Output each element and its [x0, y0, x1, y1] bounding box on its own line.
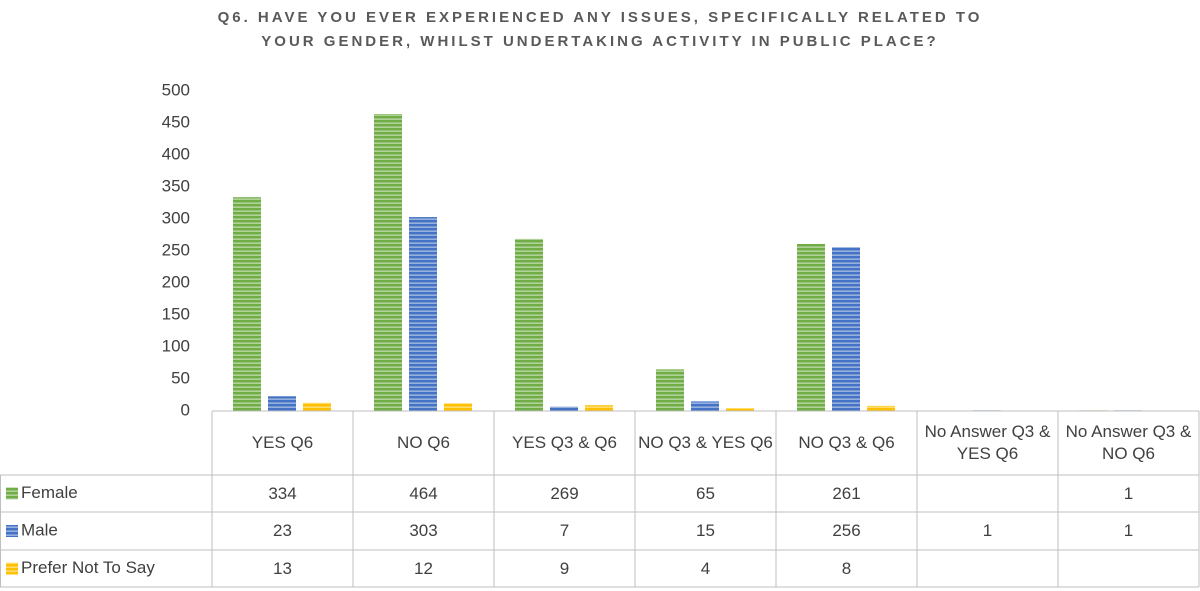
table-value-box: 1: [982, 521, 993, 540]
bar: [303, 402, 331, 411]
x-tick-label: YES Q3 & Q6: [512, 433, 617, 452]
y-tick-label: 50: [171, 368, 190, 387]
table-value: 1: [1123, 483, 1134, 503]
table-value: 269: [550, 483, 579, 503]
table-value: 15: [696, 521, 715, 540]
y-tick-label: 250: [162, 240, 190, 259]
table-value-box: 256: [832, 521, 861, 540]
bar: [867, 405, 895, 411]
table-value: 9: [559, 558, 570, 578]
table-value-box: 15: [696, 521, 715, 540]
table-value-box: 261: [832, 483, 861, 503]
y-tick-label: 300: [162, 208, 190, 227]
table-value-box: 13: [273, 558, 292, 578]
bar: [444, 403, 472, 411]
x-tick-label-box: NO Q6: [397, 433, 450, 452]
table-value: 256: [832, 521, 861, 540]
table-value-box: 23: [273, 521, 292, 540]
x-tick-label-box: NO Q3 & Q6: [798, 433, 895, 452]
bar: [550, 406, 578, 411]
x-tick-label: No Answer Q3 & NO Q6: [1065, 422, 1192, 463]
x-tick-label-box: No Answer Q3 & YES Q6: [924, 422, 1051, 463]
table-value: 334: [268, 483, 297, 503]
bar: [726, 408, 754, 411]
table-value: 303: [409, 521, 438, 540]
bar: [585, 405, 613, 411]
x-tick-label-box: YES Q6: [251, 433, 314, 452]
table-value-box: 464: [409, 483, 438, 503]
y-tick-label: 100: [162, 336, 190, 355]
x-tick-label: NO Q3 & Q6: [798, 433, 895, 452]
table-value: 13: [273, 558, 292, 578]
x-tick-label: NO Q3 & YES Q6: [638, 433, 773, 452]
bar: [656, 369, 684, 411]
y-tick-label: 450: [162, 112, 190, 131]
bar: [797, 243, 825, 411]
y-tick-label: 150: [162, 304, 190, 323]
legend-swatch: [6, 525, 18, 537]
x-tick-label-box: NO Q3 & YES Q6: [638, 433, 773, 452]
table-value: 8: [841, 558, 852, 578]
bar: [691, 401, 719, 411]
table-value-box: 1: [1123, 483, 1134, 503]
legend-swatch: [6, 487, 18, 500]
y-tick-label: 500: [162, 80, 190, 99]
x-tick-label-box: No Answer Q3 & NO Q6: [1065, 422, 1192, 463]
bar: [832, 247, 860, 411]
x-tick-label-box: YES Q3 & Q6: [512, 433, 617, 452]
bar: [233, 197, 261, 411]
bar: [268, 396, 296, 411]
table-value: 7: [559, 521, 570, 540]
table-value: 23: [273, 521, 292, 540]
y-tick-label: 0: [181, 400, 190, 419]
bar: [515, 238, 543, 411]
table-value-box: 269: [550, 483, 579, 503]
table-value: 12: [414, 558, 433, 578]
table-value-box: 7: [559, 521, 570, 540]
table-value: 1: [982, 521, 993, 540]
x-tick-label: NO Q6: [397, 433, 450, 452]
table-value-box: 1: [1123, 521, 1134, 540]
table-value-box: 303: [409, 521, 438, 540]
table-value: 65: [696, 483, 715, 503]
table-value-box: 9: [559, 558, 570, 578]
table-value-box: 334: [268, 483, 297, 503]
y-tick-label: 350: [162, 176, 190, 195]
legend-label: Female: [21, 483, 78, 502]
table-value-box: 65: [696, 483, 715, 503]
table-value-box: 12: [414, 558, 433, 578]
bar: [374, 114, 402, 411]
y-tick-label: 200: [162, 272, 190, 291]
table-value: 1: [1123, 521, 1134, 540]
x-tick-label: No Answer Q3 & YES Q6: [924, 422, 1051, 463]
x-tick-label: YES Q6: [251, 433, 314, 452]
bar: [409, 217, 437, 411]
table-value-box: 8: [841, 558, 852, 578]
title-box: Q6. HAVE YOU EVER EXPERIENCED ANY ISSUES…: [0, 6, 1200, 54]
table-value: 4: [700, 558, 711, 578]
table-value: 261: [832, 483, 861, 503]
table-value: 464: [409, 483, 438, 503]
table-value-box: 4: [700, 558, 711, 578]
legend-swatch: [6, 562, 18, 575]
legend-label: Male: [21, 520, 58, 539]
legend-label: Prefer Not To Say: [21, 558, 155, 577]
y-tick-label: 400: [162, 144, 190, 163]
chart-title: Q6. HAVE YOU EVER EXPERIENCED ANY ISSUES…: [217, 9, 983, 50]
